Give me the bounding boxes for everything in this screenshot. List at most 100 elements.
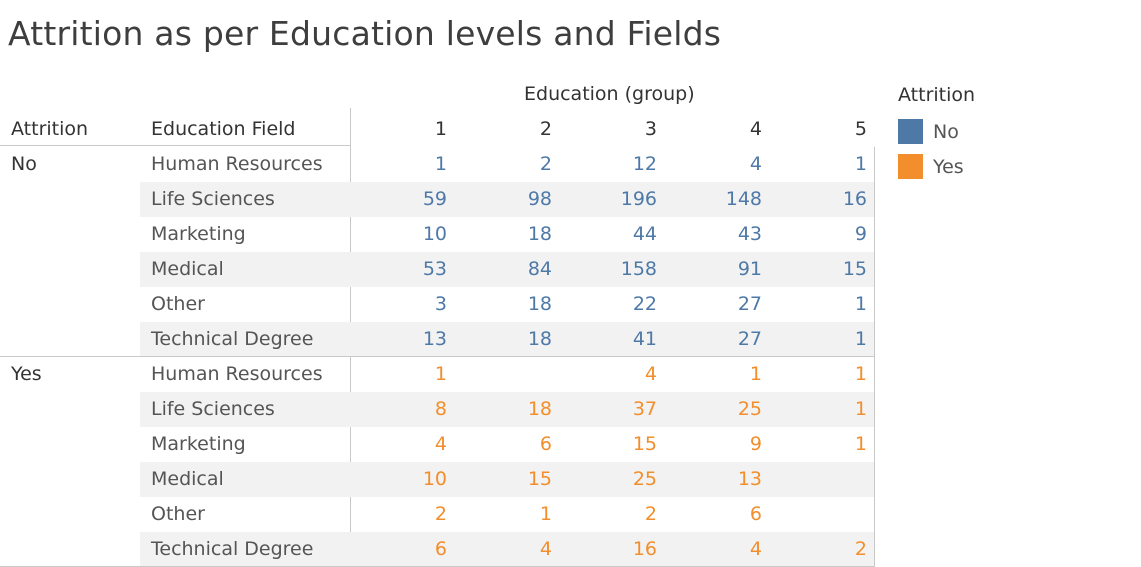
value-cell: 148: [725, 188, 762, 210]
value-cell: 1: [434, 363, 447, 385]
education-field-label: Other: [151, 293, 205, 315]
value-cell: 2: [854, 538, 867, 560]
legend-label-no: No: [933, 120, 959, 143]
row-band: [140, 462, 874, 497]
value-cell: 2: [539, 153, 552, 175]
value-cell: 6: [749, 503, 762, 525]
value-cell: 13: [737, 468, 762, 490]
education-field-column-header: Education Field: [151, 118, 296, 140]
value-cell: 59: [422, 188, 447, 210]
education-field-label: Medical: [151, 258, 224, 280]
legend-title: Attrition: [898, 84, 976, 106]
value-cell: [787, 462, 867, 497]
value-cell: 4: [644, 363, 657, 385]
value-cell: 1: [854, 398, 867, 420]
value-cell: 1: [434, 153, 447, 175]
value-cell: 10: [422, 223, 447, 245]
value-cell: 13: [422, 328, 447, 350]
education-field-label: Other: [151, 503, 205, 525]
value-cell: 10: [422, 468, 447, 490]
value-cell: 1: [749, 363, 762, 385]
legend-item-yes[interactable]: Yes: [898, 149, 975, 184]
value-cell: 2: [644, 503, 657, 525]
education-field-label: Marketing: [151, 223, 246, 245]
crosstab: Education (group) Attrition Education Fi…: [0, 83, 875, 567]
value-cell: 4: [749, 538, 762, 560]
header-divider: [0, 145, 350, 146]
value-cell: 18: [527, 398, 552, 420]
value-cell: 16: [842, 188, 867, 210]
value-cell: 53: [422, 258, 447, 280]
education-field-label: Technical Degree: [151, 538, 314, 560]
education-level-header-2: 2: [539, 118, 552, 140]
value-cell: 9: [854, 223, 867, 245]
legend: Attrition No Yes: [898, 84, 975, 184]
education-level-header-3: 3: [644, 118, 657, 140]
row-band: [140, 392, 874, 427]
value-cell: [787, 497, 867, 532]
group-divider: [0, 356, 875, 357]
value-cell: 4: [434, 433, 447, 455]
value-cell: 18: [527, 223, 552, 245]
value-cell: 12: [632, 153, 657, 175]
legend-label-yes: Yes: [933, 155, 964, 178]
value-cell: 22: [632, 293, 657, 315]
value-cell: 2: [434, 503, 447, 525]
value-cell: 18: [527, 293, 552, 315]
value-cell: [472, 357, 552, 392]
attrition-group-label-yes: Yes: [11, 363, 42, 385]
attrition-group-label-no: No: [11, 153, 37, 175]
value-cell: 15: [632, 433, 657, 455]
legend-swatch-yes: [898, 154, 923, 179]
education-field-label: Technical Degree: [151, 328, 314, 350]
legend-item-no[interactable]: No: [898, 114, 975, 149]
value-cell: 1: [854, 153, 867, 175]
value-cell: 15: [527, 468, 552, 490]
value-cell: 8: [434, 398, 447, 420]
value-cell: 44: [632, 223, 657, 245]
row-band: [140, 322, 874, 357]
value-cell: 1: [854, 328, 867, 350]
education-level-header-5: 5: [854, 118, 867, 140]
value-cell: 25: [737, 398, 762, 420]
education-field-label: Life Sciences: [151, 188, 275, 210]
education-field-label: Life Sciences: [151, 398, 275, 420]
education-group-header: Education (group): [524, 83, 695, 105]
row-band: [140, 532, 874, 567]
value-cell: 158: [620, 258, 657, 280]
value-cell: 91: [737, 258, 762, 280]
value-cell: 3: [434, 293, 447, 315]
value-cell: 84: [527, 258, 552, 280]
value-cell: 196: [620, 188, 657, 210]
value-cell: 1: [854, 363, 867, 385]
value-cell: 6: [434, 538, 447, 560]
chart-title: Attrition as per Education levels and Fi…: [8, 14, 722, 53]
education-field-label: Human Resources: [151, 153, 323, 175]
education-level-header-4: 4: [749, 118, 762, 140]
attrition-column-header: Attrition: [11, 118, 89, 140]
value-cell: 43: [737, 223, 762, 245]
value-cell: 37: [632, 398, 657, 420]
legend-swatch-no: [898, 119, 923, 144]
table-right-border: [874, 147, 875, 567]
value-cell: 25: [632, 468, 657, 490]
value-cell: 4: [539, 538, 552, 560]
row-band: [140, 252, 874, 287]
education-level-header-1: 1: [434, 118, 447, 140]
value-cell: 27: [737, 328, 762, 350]
value-cell: 1: [539, 503, 552, 525]
value-cell: 41: [632, 328, 657, 350]
value-cell: 15: [842, 258, 867, 280]
value-cell: 18: [527, 328, 552, 350]
value-cell: 1: [854, 433, 867, 455]
value-cell: 1: [854, 293, 867, 315]
value-cell: 4: [749, 153, 762, 175]
value-cell: 16: [632, 538, 657, 560]
row-band: [140, 182, 874, 217]
value-cell: 9: [749, 433, 762, 455]
education-field-label: Medical: [151, 468, 224, 490]
value-cell: 6: [539, 433, 552, 455]
value-cell: 27: [737, 293, 762, 315]
education-field-label: Human Resources: [151, 363, 323, 385]
value-cell: 98: [527, 188, 552, 210]
